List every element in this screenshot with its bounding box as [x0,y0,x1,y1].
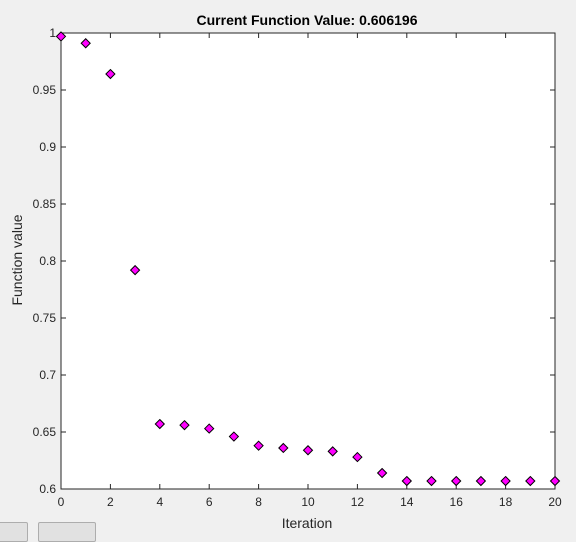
toolbar-button-stub[interactable] [38,522,96,542]
y-tick-label: 0.9 [39,140,56,154]
x-ticks: 0 2 4 6 8 10 12 14 16 18 20 [58,33,562,509]
data-point [376,467,388,479]
data-point [154,418,166,430]
data-point [500,475,511,487]
data-point [129,264,141,276]
x-tick-label: 10 [301,495,315,509]
data-point [55,31,67,42]
y-tick-label: 0.8 [39,254,56,268]
data-point [352,451,363,463]
plot-area [60,32,556,490]
x-tick-label: 12 [351,495,365,509]
toolbar-button-stub[interactable] [0,522,28,542]
data-point [525,475,536,487]
data-point [327,446,338,457]
x-axis-label: Iteration [282,515,333,531]
data-point [105,68,116,80]
x-tick-label: 8 [255,495,262,509]
x-tick-label: 18 [499,495,513,509]
y-tick-label: 0.85 [33,197,57,211]
data-point [426,475,437,487]
data-point [302,445,314,456]
data-point [278,442,289,454]
data-point [450,475,462,487]
y-tick-label: 1 [49,26,56,40]
x-tick-label: 4 [156,495,163,509]
data-point [401,475,413,487]
data-point [475,475,487,487]
y-ticks: 0.6 0.65 0.7 0.75 0.8 0.85 0.9 0.95 1 [33,26,555,496]
x-tick-label: 16 [450,495,464,509]
y-tick-label: 0.7 [39,368,56,382]
data-point [549,475,561,487]
y-axis-label: Function value [9,214,25,305]
x-tick-label: 2 [107,495,114,509]
y-tick-label: 0.65 [33,425,57,439]
data-point [203,423,215,434]
data-point [80,38,91,49]
data-point [179,419,190,431]
data-point [253,440,264,451]
y-tick-label: 0.95 [33,83,57,97]
x-tick-label: 0 [58,495,65,509]
data-markers [55,31,561,487]
y-tick-label: 0.6 [39,482,56,496]
chart-title: Current Function Value: 0.606196 [197,12,418,28]
x-tick-label: 20 [548,495,562,509]
x-tick-label: 6 [206,495,213,509]
x-tick-label: 14 [400,495,414,509]
y-tick-label: 0.75 [33,311,57,325]
data-point [228,431,240,442]
